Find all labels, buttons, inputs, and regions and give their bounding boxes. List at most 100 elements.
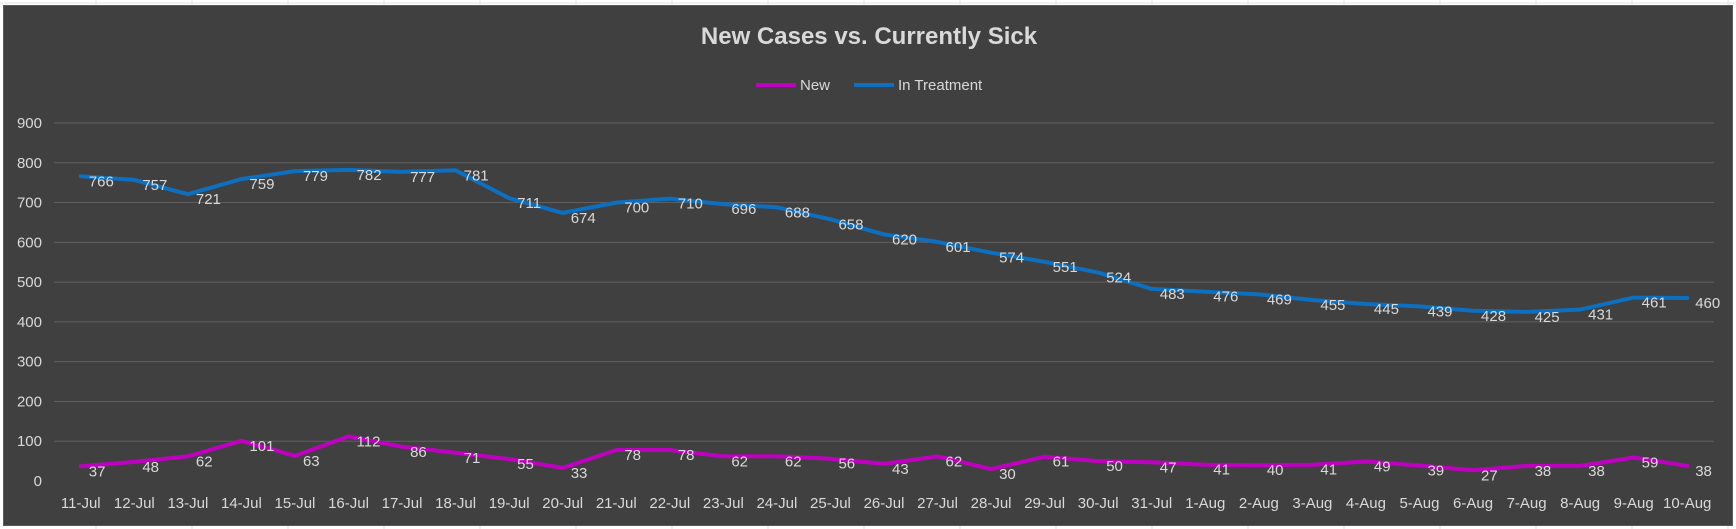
x-tick-label: 17-Jul <box>382 495 423 512</box>
x-tick-label: 22-Jul <box>649 495 690 512</box>
data-label: 62 <box>946 453 963 470</box>
data-label: 86 <box>410 444 427 461</box>
data-label: 721 <box>196 191 221 208</box>
data-label: 469 <box>1267 291 1292 308</box>
x-tick-label: 2-Aug <box>1239 495 1279 512</box>
y-tick-label: 600 <box>17 234 42 251</box>
data-label: 78 <box>624 447 641 464</box>
y-tick-label: 200 <box>17 393 42 410</box>
x-tick-label: 9-Aug <box>1614 495 1654 512</box>
data-label: 50 <box>1106 458 1123 475</box>
y-axis-ticks: 0 100 200 300 400 500 600 700 800 900 <box>17 115 42 490</box>
data-label: 710 <box>678 196 703 213</box>
data-label: 48 <box>142 459 159 476</box>
data-label: 27 <box>1481 467 1498 484</box>
x-tick-label: 23-Jul <box>703 495 744 512</box>
x-tick-label: 4-Aug <box>1346 495 1386 512</box>
data-label: 33 <box>571 465 588 482</box>
data-label: 620 <box>892 231 917 248</box>
chart-title: New Cases vs. Currently Sick <box>701 23 1038 50</box>
data-label: 62 <box>785 453 802 470</box>
data-label: 61 <box>1053 454 1070 471</box>
x-tick-label: 30-Jul <box>1078 495 1119 512</box>
x-tick-label: 26-Jul <box>864 495 905 512</box>
x-tick-label: 1-Aug <box>1185 495 1225 512</box>
data-label: 759 <box>249 176 274 193</box>
data-label: 601 <box>946 239 971 256</box>
x-axis-ticks: 11-Jul 12-Jul 13-Jul 14-Jul 15-Jul 16-Jul 17-J… <box>61 495 1712 512</box>
line-chart: 0 100 200 300 400 500 600 700 800 900 11-Jul 12-Ju… <box>17 23 1720 512</box>
x-tick-label: 19-Jul <box>489 495 530 512</box>
x-tick-label: 6-Aug <box>1453 495 1493 512</box>
data-label: 766 <box>89 173 114 190</box>
data-label: 431 <box>1588 307 1613 324</box>
x-tick-label: 5-Aug <box>1399 495 1439 512</box>
data-label: 39 <box>1427 462 1444 479</box>
x-tick-label: 12-Jul <box>114 495 155 512</box>
x-tick-label: 7-Aug <box>1507 495 1547 512</box>
data-label: 38 <box>1695 463 1712 480</box>
data-label: 30 <box>999 466 1016 483</box>
x-tick-label: 13-Jul <box>167 495 208 512</box>
gridlines <box>54 122 1714 442</box>
data-label: 62 <box>731 453 748 470</box>
data-label: 524 <box>1106 270 1131 287</box>
legend-entry: In Treatment <box>898 77 983 94</box>
data-label: 700 <box>624 200 649 217</box>
x-tick-label: 15-Jul <box>275 495 316 512</box>
y-tick-label: 900 <box>17 115 42 132</box>
data-label: 47 <box>1160 459 1177 476</box>
data-label: 38 <box>1535 463 1552 480</box>
data-label: 445 <box>1374 301 1399 318</box>
x-tick-label: 11-Jul <box>61 495 101 512</box>
data-label: 63 <box>303 453 320 470</box>
data-label: 781 <box>464 167 489 184</box>
y-tick-label: 500 <box>17 274 42 291</box>
data-label: 428 <box>1481 308 1506 325</box>
data-label: 59 <box>1642 455 1659 472</box>
y-tick-label: 300 <box>17 354 42 371</box>
data-label: 41 <box>1320 462 1337 479</box>
chart-area[interactable]: 0 100 200 300 400 500 600 700 800 900 11-Jul 12-Ju… <box>3 5 1733 526</box>
x-tick-label: 8-Aug <box>1560 495 1600 512</box>
data-label: 476 <box>1213 289 1238 306</box>
x-tick-label: 20-Jul <box>542 495 583 512</box>
data-label: 439 <box>1427 303 1452 320</box>
x-tick-label: 21-Jul <box>596 495 637 512</box>
y-tick-label: 100 <box>17 433 42 450</box>
x-tick-label: 24-Jul <box>756 495 797 512</box>
data-label: 49 <box>1374 459 1391 476</box>
data-label: 483 <box>1160 286 1185 303</box>
data-label: 38 <box>1588 463 1605 480</box>
data-label: 777 <box>410 169 435 186</box>
data-label: 711 <box>517 195 541 212</box>
data-label: 782 <box>357 167 382 184</box>
data-label: 78 <box>678 447 695 464</box>
x-tick-label: 16-Jul <box>328 495 369 512</box>
x-tick-label: 28-Jul <box>971 495 1012 512</box>
y-tick-label: 700 <box>17 195 42 212</box>
data-label: 56 <box>838 456 855 473</box>
data-label: 37 <box>89 463 106 480</box>
y-tick-label: 800 <box>17 155 42 172</box>
data-label: 40 <box>1267 462 1284 479</box>
data-label: 461 <box>1642 295 1667 312</box>
data-label: 455 <box>1320 297 1345 314</box>
x-tick-label: 25-Jul <box>810 495 851 512</box>
data-label: 62 <box>196 453 213 470</box>
data-label: 688 <box>785 204 810 221</box>
x-tick-label: 10-Aug <box>1663 495 1711 512</box>
legend-entry: New <box>800 77 830 94</box>
data-label: 658 <box>838 216 863 233</box>
data-label: 41 <box>1213 462 1230 479</box>
x-tick-label: 18-Jul <box>435 495 476 512</box>
data-label: 101 <box>249 438 274 455</box>
series-line-in-treatment <box>78 167 1690 314</box>
data-label: 55 <box>517 456 534 473</box>
x-tick-label: 31-Jul <box>1131 495 1172 512</box>
series-line-new <box>78 434 1690 473</box>
data-label: 757 <box>142 177 167 194</box>
data-label: 674 <box>571 210 596 227</box>
x-tick-label: 27-Jul <box>917 495 958 512</box>
data-label: 551 <box>1053 259 1078 276</box>
